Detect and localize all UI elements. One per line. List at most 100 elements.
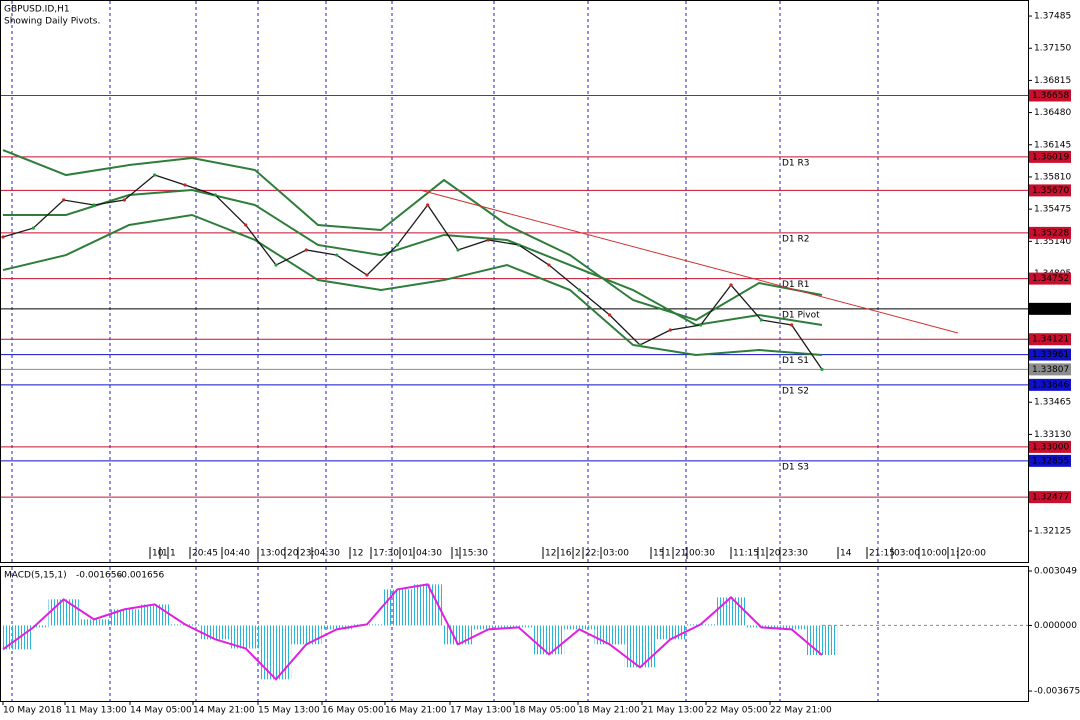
time-label: 1 <box>162 549 168 559</box>
y-tick-label: 1.32125 <box>1034 526 1071 536</box>
level-box <box>1029 348 1071 361</box>
x-tick-label: 18 May 21:00 <box>578 706 640 716</box>
price-point <box>547 263 551 267</box>
time-label: 03:00 <box>894 549 920 559</box>
x-tick-label: 14 May 21:00 <box>193 706 255 716</box>
price-point <box>456 248 460 252</box>
price-point <box>153 173 157 177</box>
level-box <box>1029 89 1071 102</box>
price-point <box>577 288 581 292</box>
time-label: 22: <box>585 549 599 559</box>
macd-bar <box>109 609 140 626</box>
level-label: 1.35228 <box>1032 228 1069 238</box>
price-point <box>304 248 308 252</box>
time-label: 1 <box>665 549 671 559</box>
level-label: 1.33646 <box>1032 380 1069 390</box>
level-box <box>1029 333 1071 346</box>
y-tick-label: 1.37485 <box>1034 12 1071 22</box>
x-tick-label: 18 May 05:00 <box>514 706 576 716</box>
time-label: 04:30 <box>314 549 340 559</box>
macd-bar <box>564 625 595 630</box>
price-point <box>335 253 339 257</box>
time-label: 20 <box>769 549 781 559</box>
macd-bar <box>715 597 747 626</box>
price-point <box>517 243 521 247</box>
level-label: 1.34752 <box>1032 274 1069 284</box>
price-point <box>1 235 5 239</box>
x-tick-label: 14 May 05:00 <box>130 706 192 716</box>
level-box <box>1029 454 1071 467</box>
macd-current: -0.001656 <box>76 571 122 581</box>
macd-bar <box>382 589 413 626</box>
chart-subtitle: Showing Daily Pivots. <box>4 17 100 27</box>
macd-title: MACD(5,15,1) <box>4 571 67 581</box>
price-point <box>122 198 126 202</box>
y-tick-label: 1.33465 <box>1034 398 1071 408</box>
y-tick-label: 1.36815 <box>1034 76 1071 86</box>
x-tick-label: 22 May 05:00 <box>706 706 768 716</box>
time-label: 23:30 <box>782 549 808 559</box>
band-line <box>2 149 823 322</box>
level-label: 1.33000 <box>1032 442 1069 452</box>
level-label: 1.34437 <box>1032 304 1069 314</box>
macd-bar <box>48 599 79 626</box>
macd-y-tick-label: 0.003049 <box>1034 567 1077 577</box>
y-tick-label: 1.36145 <box>1034 140 1071 150</box>
level-box <box>1029 150 1071 163</box>
price-point <box>31 226 35 230</box>
time-label: 12: <box>545 549 559 559</box>
price-point <box>183 183 187 187</box>
time-label: 21:15 <box>869 549 895 559</box>
macd-bar <box>806 625 838 655</box>
time-label: 1 <box>170 549 176 559</box>
time-label: 13:00 <box>260 549 286 559</box>
price-point <box>638 343 642 347</box>
price-point <box>790 323 794 327</box>
macd-bar <box>1 625 32 650</box>
macd-bar <box>655 625 686 640</box>
price-point <box>244 223 248 227</box>
time-label: 10:00 <box>921 549 947 559</box>
time-label: 01 <box>402 549 413 559</box>
price-point <box>395 243 399 247</box>
price-point <box>92 203 96 207</box>
price-point <box>820 367 824 371</box>
pivot-label: D1 S3 <box>782 462 809 472</box>
x-tick-label: 16 May 05:00 <box>322 706 384 716</box>
time-label: 21 <box>675 549 686 559</box>
macd-bar <box>594 625 625 645</box>
level-box <box>1029 302 1071 315</box>
macd-bar <box>291 625 322 645</box>
time-label: 1: <box>950 549 959 559</box>
time-label: 23: <box>300 549 314 559</box>
pivot-label: D1 R3 <box>782 158 810 168</box>
x-tick-label: 15 May 13:00 <box>258 706 320 716</box>
time-label: 17:30 <box>373 549 399 559</box>
time-label: 00:30 <box>689 549 715 559</box>
y-tick-label: 1.37150 <box>1034 44 1071 54</box>
macd-y-tick-label: -0.003675 <box>1034 687 1080 697</box>
pivot-label: D1 Pivot <box>782 310 820 320</box>
y-tick-label: 1.35810 <box>1034 172 1071 182</box>
price-point <box>608 313 612 317</box>
level-label: 1.33807 <box>1032 365 1069 375</box>
time-label: 15 <box>653 549 664 559</box>
pivot-label: D1 S2 <box>782 386 809 396</box>
time-label: 12 <box>352 549 363 559</box>
level-box <box>1029 378 1071 391</box>
x-tick-label: 10 May 2018 <box>3 706 62 716</box>
level-box <box>1029 226 1071 239</box>
x-tick-label: 16 May 21:00 <box>385 706 447 716</box>
price-point <box>213 193 217 197</box>
price-point <box>62 198 66 202</box>
macd-bar <box>200 625 231 640</box>
time-label: 15:30 <box>462 549 488 559</box>
level-box <box>1029 491 1071 504</box>
band-line <box>2 213 823 356</box>
x-tick-label: 21 May 13:00 <box>642 706 704 716</box>
time-label: 20:45 <box>192 549 218 559</box>
time-label: 1 <box>454 549 460 559</box>
chart-title: GBPUSD.ID,H1 <box>4 5 70 15</box>
macd-bar <box>260 625 292 680</box>
x-tick-label: 11 May 13:00 <box>65 706 127 716</box>
